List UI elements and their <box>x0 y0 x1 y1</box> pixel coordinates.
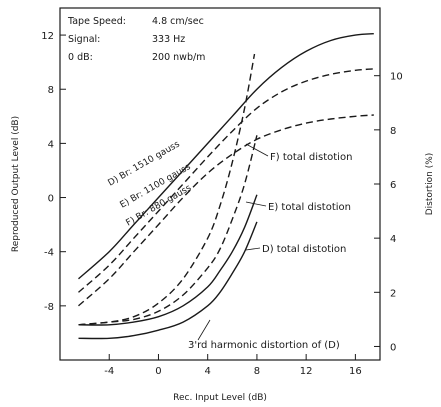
x-tick-label: 4 <box>205 366 211 377</box>
y-right-tick-label: 10 <box>390 72 403 83</box>
info-block: Tape Speed: 4.8 cm/sec Signal: 333 Hz 0 … <box>67 16 205 63</box>
distortion-curve-3 <box>78 221 258 340</box>
info-value: 200 nwb/m <box>152 52 205 63</box>
x-tick-label: -4 <box>104 366 114 377</box>
y-left-tick-label: 0 <box>48 194 54 205</box>
info-key: 0 dB: <box>68 52 93 63</box>
x-axis-ticks: -4 0 4 8 12 16 <box>104 354 362 377</box>
y-right-tick-label: 0 <box>390 342 396 353</box>
series-label-third-harmonic: 3'rd harmonic distortion of (D) <box>188 340 340 351</box>
x-tick-label: 12 <box>300 366 313 377</box>
x-tick-label: 16 <box>349 366 362 377</box>
output-curve-0 <box>78 33 374 280</box>
y-right-axis-title: Distortion (%) <box>425 153 435 216</box>
y-right-tick-label: 6 <box>390 180 396 191</box>
distortion-curve-labels: F) total distotion E) total distotion D)… <box>188 152 352 351</box>
output-curve-2 <box>78 114 374 307</box>
info-key: Tape Speed: <box>67 16 126 27</box>
label-leaders <box>197 143 269 341</box>
distortion-curve-2 <box>78 194 258 326</box>
x-tick-label: 0 <box>155 366 161 377</box>
y-right-tick-label: 2 <box>390 288 396 299</box>
distortion-curve-1 <box>78 135 258 326</box>
x-tick-label: 8 <box>254 366 260 377</box>
output-curve-1 <box>78 68 374 293</box>
y-right-axis-ticks: 10 8 6 4 2 0 <box>374 72 403 353</box>
curves <box>78 33 374 340</box>
y-left-axis-title: Reproduced Output Level (dB) <box>11 116 21 252</box>
y-left-tick-label: -4 <box>44 248 54 259</box>
y-left-tick-label: 8 <box>48 85 54 96</box>
output-curve-labels: D) Br: 1510 gauss E) Br: 1100 gauss F) B… <box>107 139 194 228</box>
leader-d-distortion <box>245 247 261 251</box>
series-label-e-distortion: E) total distotion <box>268 202 351 213</box>
series-label-d-distortion: D) total distotion <box>262 244 346 255</box>
info-value: 4.8 cm/sec <box>152 16 204 27</box>
y-right-tick-label: 4 <box>390 234 396 245</box>
leader-e-distortion <box>245 201 267 207</box>
leader-f-distortion <box>245 143 269 157</box>
y-left-axis-ticks: 12 8 4 0 -4 -8 <box>41 31 66 313</box>
y-left-tick-label: 12 <box>41 31 54 42</box>
x-axis-title: Rec. Input Level (dB) <box>173 393 267 403</box>
y-right-tick-label: 8 <box>390 126 396 137</box>
info-value: 333 Hz <box>152 34 185 45</box>
series-label-f-distortion: F) total distotion <box>270 152 352 163</box>
leader-third-harmonic <box>197 319 211 341</box>
info-key: Signal: <box>68 34 100 45</box>
y-left-tick-label: -8 <box>44 302 54 313</box>
y-left-tick-label: 4 <box>48 139 54 150</box>
